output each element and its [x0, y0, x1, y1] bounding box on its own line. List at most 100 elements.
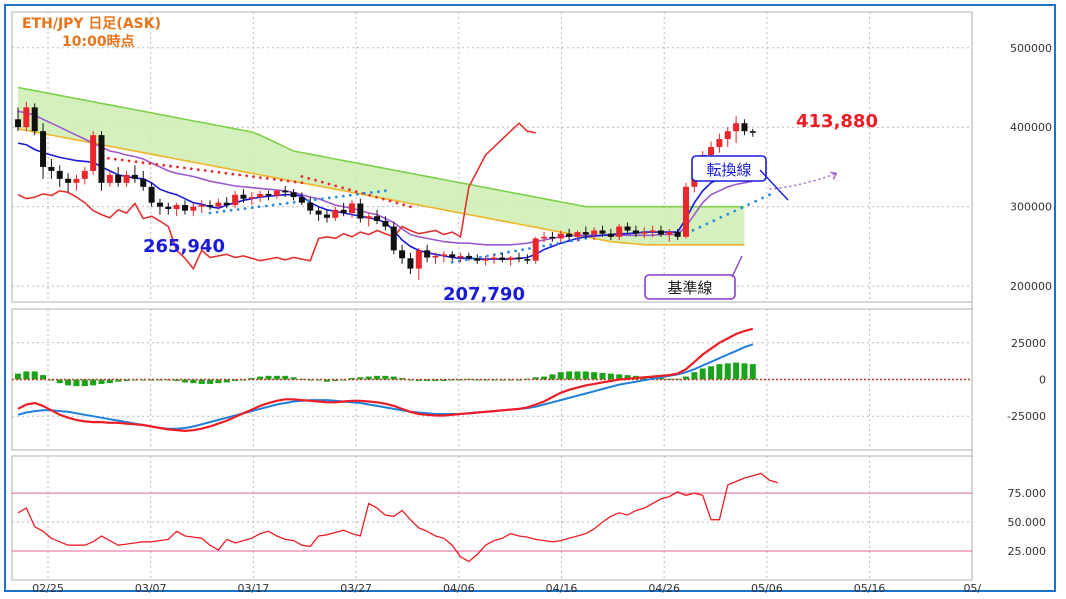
- sar-dot: [320, 197, 324, 201]
- x-tick-label: 03/27: [340, 582, 372, 595]
- axis-labels: 02/25 03/07 03/17 03/27 04/06 04/16 04/26 05/06…: [32, 42, 1052, 595]
- candle-body: [307, 202, 314, 211]
- macd-histogram-bar: [507, 379, 514, 381]
- candle-body: [591, 230, 598, 235]
- sar-dot: [222, 209, 226, 213]
- candle-body: [541, 236, 548, 239]
- candle-body: [123, 174, 130, 183]
- sar-dot: [514, 249, 517, 253]
- candle-body: [173, 205, 180, 210]
- macd-histogram-bar: [248, 378, 255, 380]
- macd-histogram-bar: [516, 379, 522, 381]
- macd-histogram-bar: [683, 376, 689, 380]
- macd-histogram-bar: [315, 379, 322, 381]
- price-y-tick: 300000: [1010, 201, 1052, 214]
- sar-dot: [162, 163, 166, 167]
- macd-histogram-bar: [23, 371, 30, 380]
- rsi-line: [17, 472, 779, 563]
- sar-dot: [354, 190, 358, 194]
- macd-histogram-bar: [440, 379, 447, 381]
- macd-histogram-bar: [148, 379, 155, 381]
- sar-dot: [577, 238, 581, 242]
- macd-histogram-bar: [115, 379, 122, 382]
- sar-dot: [155, 163, 159, 166]
- chart-title: ETH/JPY 日足(ASK): [22, 16, 161, 32]
- sar-dot: [556, 242, 560, 245]
- candle-body: [708, 147, 715, 156]
- macd-histogram-bar: [524, 378, 531, 380]
- candle-body: [374, 216, 381, 221]
- x-tick-label: 04/26: [648, 582, 680, 595]
- candle-body: [65, 178, 72, 183]
- candle-body: [23, 107, 30, 128]
- sar-dot: [334, 195, 338, 199]
- macd-series: [12, 327, 972, 433]
- kijun-callout-text: 基準線: [667, 279, 712, 297]
- macd-histogram-bar: [357, 377, 364, 380]
- sar-dot: [176, 165, 179, 169]
- sar-dot: [141, 161, 145, 165]
- cloud-fill: [18, 87, 745, 245]
- macd-histogram-bar: [282, 375, 289, 380]
- candle-body: [140, 178, 147, 187]
- sar-dot: [395, 201, 399, 205]
- x-tick-label: 05/: [963, 582, 981, 595]
- sar-dot: [478, 255, 482, 259]
- macd-histogram-bar: [340, 379, 347, 381]
- macd-histogram-bar: [374, 375, 381, 380]
- candle-body: [641, 232, 648, 234]
- sar-dot: [113, 157, 117, 161]
- sar-dot: [208, 211, 212, 215]
- macd-y-tick: 25000: [1011, 337, 1046, 350]
- sar-dot: [528, 247, 531, 250]
- macd-histogram-bar: [741, 363, 748, 380]
- sar-dot: [348, 188, 351, 192]
- sar-dot: [464, 258, 468, 262]
- candle-body: [599, 230, 606, 234]
- macd-histogram-bar: [407, 379, 414, 381]
- rsi-y-tick: 75.000: [1008, 487, 1047, 500]
- sar-dot: [286, 179, 290, 183]
- candle-body: [457, 255, 464, 258]
- x-tick-label: 04/16: [546, 582, 578, 595]
- price-y-tick: 400000: [1010, 121, 1052, 134]
- sar-dot: [388, 199, 392, 203]
- macd-histogram-bar: [265, 375, 272, 380]
- sar-dot: [134, 160, 138, 164]
- forecast-arrow: [769, 172, 837, 190]
- macd-histogram-bar: [207, 379, 214, 384]
- sar-dot: [719, 216, 723, 219]
- sar-dot: [120, 158, 124, 162]
- sar-dot: [334, 184, 338, 188]
- x-tick-label: 05/16: [854, 582, 886, 595]
- tenkan-callout: 転換線: [691, 155, 789, 201]
- candle-body: [73, 178, 80, 183]
- candle-body: [574, 232, 581, 237]
- macd-histogram-bar: [198, 379, 205, 384]
- sar-dot: [300, 181, 304, 185]
- chart-subtitle: 10:00時点: [62, 33, 135, 50]
- sar-dot: [457, 259, 461, 263]
- ichimoku-cloud: [17, 86, 745, 246]
- candle-body: [432, 255, 439, 258]
- x-tick-label: 04/06: [443, 582, 475, 595]
- macd-histogram-bar: [215, 379, 222, 384]
- sar-dot: [210, 170, 214, 173]
- macd-histogram-bar: [56, 379, 63, 384]
- candle-body: [15, 119, 21, 128]
- sar-dot: [169, 164, 173, 168]
- macd-histogram-bar: [716, 364, 723, 380]
- sar-dot: [377, 190, 380, 194]
- candle-body: [182, 205, 188, 211]
- candle-body: [315, 210, 322, 215]
- candle-body: [482, 259, 489, 261]
- candle-body: [232, 194, 239, 206]
- candle-body: [499, 257, 506, 260]
- sar-dot: [549, 243, 552, 247]
- candle-body: [273, 190, 280, 196]
- sar-dot: [761, 196, 764, 200]
- macd-histogram-bar: [582, 371, 589, 380]
- sar-dot: [471, 257, 475, 260]
- sar-dot: [698, 225, 702, 229]
- macd-histogram-bar: [223, 379, 230, 383]
